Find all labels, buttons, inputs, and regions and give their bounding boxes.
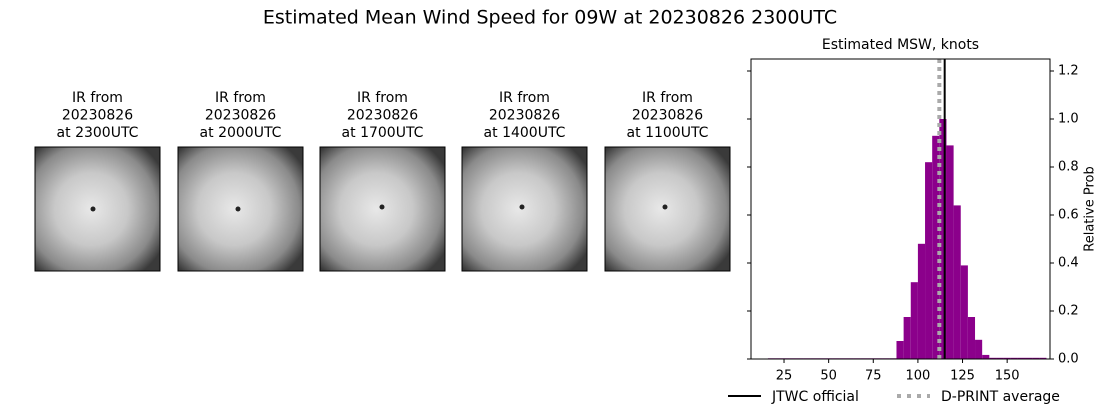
panel-label: 20230826 [489,108,560,124]
panel-label: IR from [215,90,266,106]
ir-image [604,146,731,272]
panel-label: 20230826 [205,108,276,124]
figure-title: Estimated Mean Wind Speed for 09W at 202… [263,7,837,29]
bar [1032,357,1040,359]
bar [967,317,976,359]
panel-label: 20230826 [632,108,703,124]
bar [917,243,926,359]
bar [932,135,940,359]
bar [1017,357,1026,359]
storm-eye [90,206,96,212]
storm-eye [379,204,385,210]
panel-label: at 2300UTC [57,125,139,141]
storm-eye [662,204,668,210]
ir-image [34,146,161,272]
panel-label: at 1400UTC [484,125,566,141]
bar [989,357,997,359]
bar [896,341,904,359]
y-tick-label: 0.2 [1058,304,1079,319]
bar [996,357,1004,359]
bar [1025,357,1033,359]
legend-label: D-PRINT average [941,389,1060,405]
ir-image [461,146,588,272]
chart-title: Estimated MSW, knots [822,37,979,53]
x-tick-label: 150 [995,369,1020,384]
panel-label: 20230826 [62,108,133,124]
panel-label: at 1100UTC [627,125,709,141]
panel-label: at 1700UTC [342,125,424,141]
y-tick-label: 0.6 [1058,208,1079,223]
plot-frame [750,58,1051,360]
bar [903,317,911,359]
bar [946,145,954,359]
bar [1010,357,1018,359]
bar [1003,357,1011,359]
y-axis-label: Relative Prob [1083,166,1098,251]
panel-label: at 2000UTC [200,125,282,141]
y-tick-label: 0.4 [1058,256,1079,271]
panel-label: IR from [72,90,123,106]
panel-label: IR from [642,90,693,106]
x-tick-label: 125 [950,369,975,384]
x-tick-label: 50 [820,369,837,384]
bar [910,282,918,359]
bar [975,339,983,359]
bar [1039,357,1047,359]
bar [925,162,933,359]
panel-label: 20230826 [347,108,418,124]
x-tick-label: 75 [865,369,882,384]
bar [939,119,947,359]
x-tick-label: 100 [905,369,930,384]
panel-label: IR from [357,90,408,106]
y-tick-label: 0.0 [1058,352,1079,367]
storm-eye [519,204,525,210]
x-tick-label: 25 [776,369,793,384]
y-tick-label: 1.0 [1058,112,1079,127]
y-tick-label: 1.2 [1058,64,1079,79]
legend-label: JTWC official [771,389,859,405]
bar [960,265,968,359]
panel-label: IR from [499,90,550,106]
bar [953,205,961,359]
storm-eye [235,206,241,212]
y-tick-label: 0.8 [1058,160,1079,175]
bar [982,354,990,359]
